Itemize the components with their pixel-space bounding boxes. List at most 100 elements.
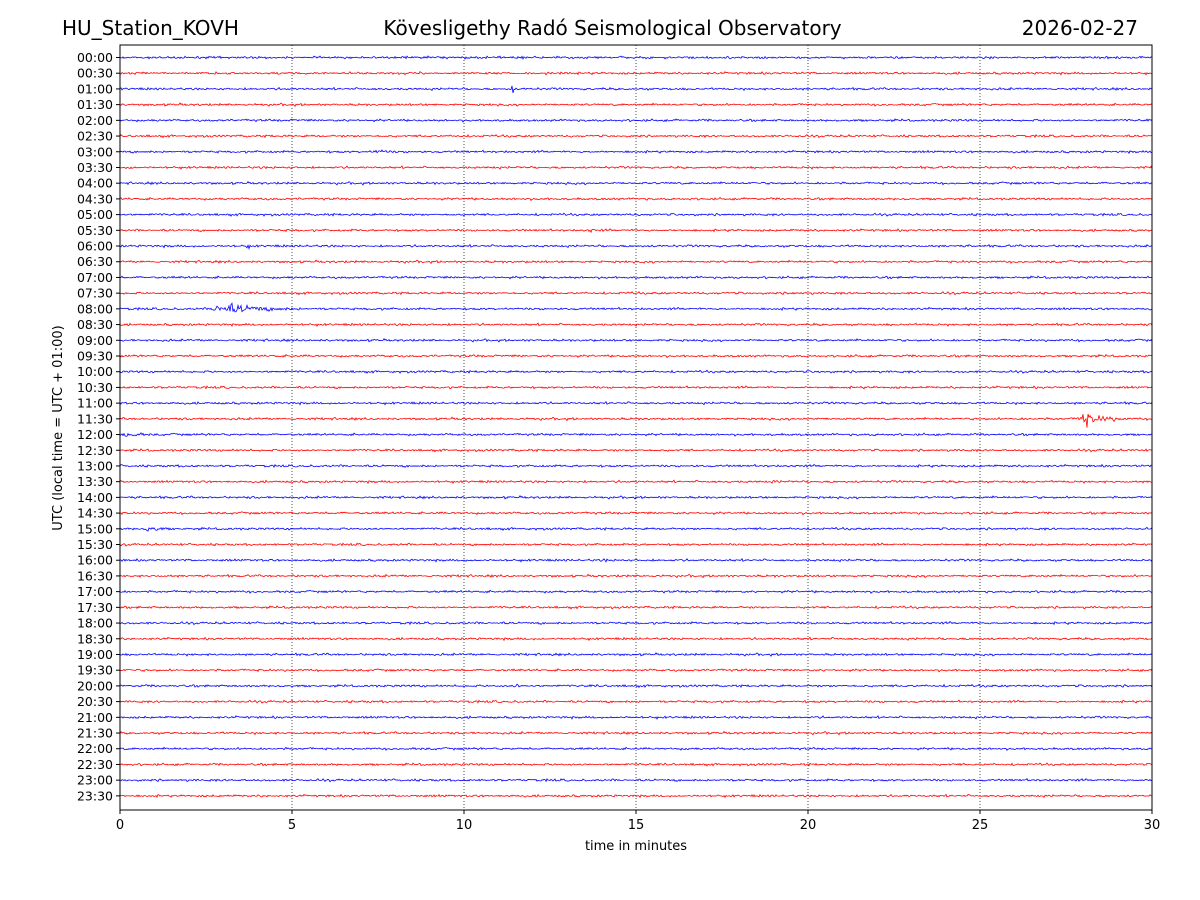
date-title: 2026-02-27 — [1021, 16, 1138, 40]
y-tick-label: 02:30 — [77, 129, 113, 144]
y-tick-label: 22:30 — [77, 757, 113, 772]
y-tick-label: 15:30 — [77, 537, 113, 552]
trace-1830 — [119, 636, 1153, 642]
y-tick-label: 06:30 — [77, 254, 113, 269]
y-tick-label: 16:00 — [77, 553, 113, 568]
y-tick-label: 07:00 — [77, 270, 113, 285]
y-tick-label: 11:00 — [77, 396, 113, 411]
trace-1330 — [119, 479, 1153, 485]
y-tick-label: 13:30 — [77, 474, 113, 489]
y-tick-label: 06:00 — [77, 239, 113, 254]
y-tick-label: 00:30 — [77, 66, 113, 81]
y-tick-label: 11:30 — [77, 411, 113, 426]
trace-2130 — [119, 730, 1153, 736]
y-tick-label: 20:00 — [77, 678, 113, 693]
x-tick-label-0: 0 — [116, 818, 124, 833]
y-tick-label: 23:30 — [77, 788, 113, 803]
y-tick-label: 03:30 — [77, 160, 113, 175]
y-tick-label: 03:00 — [77, 144, 113, 159]
trace-0400 — [119, 180, 1153, 186]
y-tick-label: 14:00 — [77, 490, 113, 505]
trace-1400 — [119, 495, 1153, 500]
trace-1530 — [119, 542, 1153, 547]
y-tick-label: 07:30 — [77, 286, 113, 301]
trace-2000 — [119, 683, 1153, 689]
trace-1230 — [119, 448, 1153, 453]
y-tick-label: 20:30 — [77, 694, 113, 709]
grid-layer — [291, 45, 981, 810]
y-tick-label: 18:30 — [77, 631, 113, 646]
y-tick-label: 08:30 — [77, 317, 113, 332]
trace-2300 — [119, 778, 1153, 783]
y-tick-label: 17:00 — [77, 584, 113, 599]
x-tick-label-15: 15 — [628, 818, 645, 833]
y-tick-label: 13:00 — [77, 458, 113, 473]
y-tick-label: 04:00 — [77, 176, 113, 191]
y-tick-label: 08:00 — [77, 301, 113, 316]
trace-0900 — [119, 337, 1153, 343]
y-axis-label: UTC (local time = UTC + 01:00) — [51, 325, 66, 530]
trace-1800 — [119, 620, 1153, 626]
x-tick-label-30: 30 — [1144, 818, 1161, 833]
y-tick-label: 21:30 — [77, 726, 113, 741]
trace-0230 — [119, 133, 1153, 139]
trace-1930 — [119, 668, 1153, 673]
y-tick-label: 12:00 — [77, 427, 113, 442]
trace-1130 — [119, 413, 1153, 428]
trace-2100 — [119, 715, 1153, 720]
y-tick-label: 22:00 — [77, 741, 113, 756]
plot-frame — [119, 44, 1153, 811]
trace-2330 — [119, 793, 1153, 799]
trace-0730 — [119, 291, 1153, 296]
x-tick-label-25: 25 — [972, 818, 989, 833]
y-tick-label: 05:00 — [77, 207, 113, 222]
y-tick-label: 01:00 — [77, 81, 113, 96]
trace-2200 — [119, 746, 1153, 751]
observatory-title: Kövesligethy Radó Seismological Observat… — [383, 16, 842, 40]
trace-0330 — [119, 165, 1153, 170]
y-tick-label: 19:30 — [77, 663, 113, 678]
trace-0630 — [119, 259, 1153, 265]
y-tick-label: 21:00 — [77, 710, 113, 725]
trace-1030 — [119, 385, 1153, 390]
trace-1100 — [119, 400, 1153, 406]
trace-0030 — [119, 70, 1153, 76]
y-tick-label: 18:00 — [77, 616, 113, 631]
trace-0300 — [119, 149, 1153, 155]
trace-1500 — [119, 526, 1153, 532]
trace-1600 — [119, 558, 1153, 563]
station-title: HU_Station_KOVH — [62, 16, 239, 40]
trace-0100 — [119, 85, 1153, 94]
trace-1200 — [119, 432, 1153, 437]
trace-0500 — [119, 212, 1153, 217]
trace-0430 — [119, 196, 1153, 202]
y-tick-label: 05:30 — [77, 223, 113, 238]
trace-0800 — [119, 302, 1153, 313]
y-tick-label: 09:30 — [77, 348, 113, 363]
y-tick-label: 16:30 — [77, 568, 113, 583]
x-tick-label-5: 5 — [288, 818, 296, 833]
trace-1630 — [119, 573, 1153, 579]
trace-0000 — [119, 55, 1153, 60]
trace-1700 — [119, 589, 1153, 594]
axis-layer: 0 5 10 15 20 25 30 00:0000:3001:0001:3002:0002:… — [77, 50, 1160, 833]
y-tick-label: 01:30 — [77, 97, 113, 112]
x-tick-label-10: 10 — [456, 818, 473, 833]
trace-1000 — [119, 369, 1153, 374]
y-tick-label: 00:00 — [77, 50, 113, 65]
y-tick-label: 23:00 — [77, 773, 113, 788]
trace-0130 — [119, 102, 1153, 108]
trace-1430 — [119, 511, 1153, 516]
trace-layer — [119, 55, 1153, 799]
trace-2030 — [119, 699, 1153, 704]
y-tick-label: 15:00 — [77, 521, 113, 536]
y-tick-label: 19:00 — [77, 647, 113, 662]
trace-1300 — [119, 463, 1153, 469]
y-tick-label: 12:30 — [77, 443, 113, 458]
trace-0530 — [119, 228, 1153, 234]
trace-0930 — [119, 353, 1153, 359]
y-tick-label: 10:00 — [77, 364, 113, 379]
y-tick-label: 10:30 — [77, 380, 113, 395]
y-tick-label: 17:30 — [77, 600, 113, 615]
